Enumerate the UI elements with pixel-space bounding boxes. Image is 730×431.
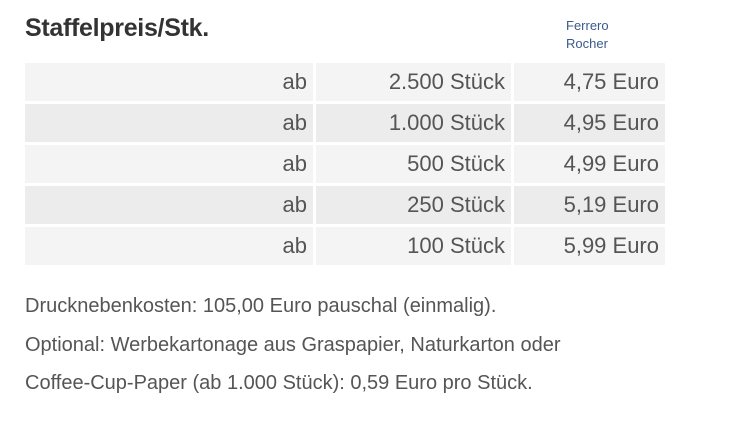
price-cell: 5,19 Euro <box>514 186 665 224</box>
note-line: Drucknebenkosten: 105,00 Euro pauschal (… <box>25 295 497 317</box>
quantity-cell: 2.500 Stück <box>316 63 511 101</box>
prefix-cell: ab <box>25 104 313 142</box>
brand-line-2: Rocher <box>566 36 608 51</box>
prefix-cell: ab <box>25 227 313 265</box>
notes: Drucknebenkosten: 105,00 Euro pauschal (… <box>25 287 725 403</box>
price-table: ab 2.500 Stück 4,75 Euro ab 1.000 Stück … <box>25 63 665 268</box>
price-cell: 5,99 Euro <box>514 227 665 265</box>
table-row: ab 1.000 Stück 4,95 Euro <box>25 104 665 142</box>
table-row: ab 100 Stück 5,99 Euro <box>25 227 665 265</box>
quantity-cell: 1.000 Stück <box>316 104 511 142</box>
price-cell: 4,95 Euro <box>514 104 665 142</box>
price-cell: 4,75 Euro <box>514 63 665 101</box>
prefix-cell: ab <box>25 63 313 101</box>
quantity-cell: 100 Stück <box>316 227 511 265</box>
prefix-cell: ab <box>25 186 313 224</box>
table-row: ab 250 Stück 5,19 Euro <box>25 186 665 224</box>
note-line: Coffee-Cup-Paper (ab 1.000 Stück): 0,59 … <box>25 372 533 394</box>
price-cell: 4,99 Euro <box>514 145 665 183</box>
quantity-cell: 500 Stück <box>316 145 511 183</box>
quantity-cell: 250 Stück <box>316 186 511 224</box>
table-row: ab 500 Stück 4,99 Euro <box>25 145 665 183</box>
note-line: Optional: Werbekartonage aus Graspapier,… <box>25 333 561 356</box>
table-row: ab 2.500 Stück 4,75 Euro <box>25 63 665 101</box>
brand-label[interactable]: Ferrero Rocher <box>566 17 636 53</box>
prefix-cell: ab <box>25 145 313 183</box>
page-title: Staffelpreis/Stk. <box>25 14 209 42</box>
brand-line-1: Ferrero <box>566 18 609 33</box>
